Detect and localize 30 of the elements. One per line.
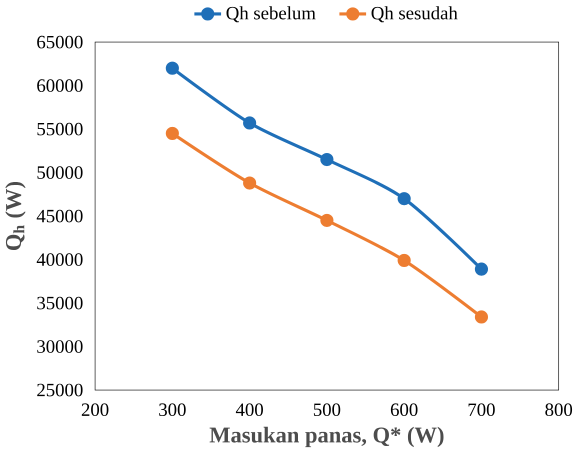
y-tick-label: 65000 xyxy=(37,36,83,48)
legend-label: Qh sebelum xyxy=(226,6,316,22)
y-tick-label: 30000 xyxy=(37,340,83,353)
y-tick-label: 35000 xyxy=(37,296,83,310)
x-tick-label: 300 xyxy=(159,403,186,416)
x-tick-label: 600 xyxy=(390,403,418,416)
point xyxy=(398,192,411,206)
x-tick-label: 800 xyxy=(545,403,572,416)
y-axis-title: Q$_{h}$ (W) xyxy=(5,182,26,250)
point xyxy=(243,176,256,190)
y-tick-label: 55000 xyxy=(37,122,83,136)
x-tick-label: 200 xyxy=(82,403,108,416)
point xyxy=(398,254,411,267)
point xyxy=(166,126,179,140)
y-tick-label: 40000 xyxy=(36,253,83,266)
y-tick-label: 45000 xyxy=(36,210,83,222)
point xyxy=(474,310,488,324)
x-tick-label: 500 xyxy=(314,403,340,416)
x-tick-label: 700 xyxy=(468,403,495,416)
point xyxy=(320,152,334,166)
x-axis-title: Masukan panas, Q* (W) xyxy=(210,426,444,447)
point xyxy=(474,262,488,276)
y-tick-label: 25000 xyxy=(37,383,83,396)
point xyxy=(320,214,334,227)
y-tick-label: 60000 xyxy=(37,79,83,92)
x-tick-label: 400 xyxy=(236,403,263,416)
point xyxy=(243,116,256,130)
y-tick-label: 50000 xyxy=(37,166,83,179)
point xyxy=(166,61,179,75)
legend-label: Qh sesudah xyxy=(372,6,458,22)
